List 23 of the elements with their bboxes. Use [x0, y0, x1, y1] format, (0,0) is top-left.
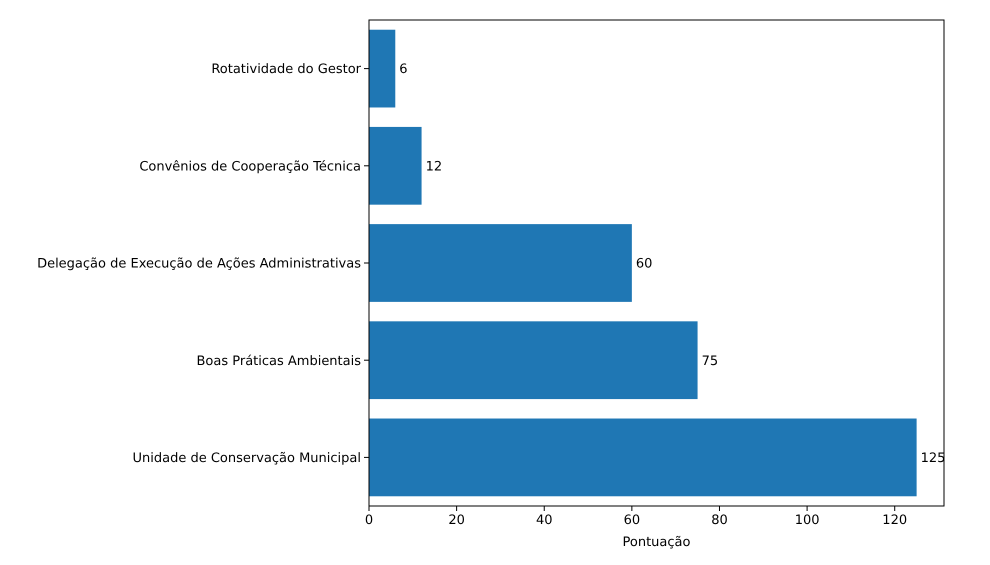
x-tick-label: 20 [448, 513, 465, 528]
y-tick-label: Delegação de Execução de Ações Administrativas [37, 256, 362, 272]
x-tick-label: 60 [624, 513, 640, 528]
y-tick-label: Boas Práticas Ambientais [196, 354, 362, 369]
y-tick-label: Rotatividade do Gestor [211, 62, 362, 78]
bar [369, 126, 422, 205]
data-label: 125 [920, 450, 946, 466]
data-label: 6 [399, 62, 408, 78]
data-label: 60 [636, 256, 652, 272]
y-tick-label: Unidade de Conservação Municipal [132, 450, 361, 466]
data-label: 75 [702, 354, 718, 369]
x-tick-label: 100 [794, 513, 820, 528]
data-label: 12 [426, 159, 442, 174]
bar [369, 321, 698, 400]
bar [369, 224, 632, 302]
x-tick-label: 120 [882, 513, 908, 528]
bar [369, 418, 917, 496]
y-tick-label: Convênios de Cooperação Técnica [139, 159, 361, 174]
x-tick-label: 80 [711, 513, 728, 528]
x-tick-label: 40 [536, 513, 553, 528]
x-tick-label: 0 [364, 513, 374, 528]
bar [369, 30, 396, 108]
x-axis-title: Pontuação [622, 535, 691, 550]
